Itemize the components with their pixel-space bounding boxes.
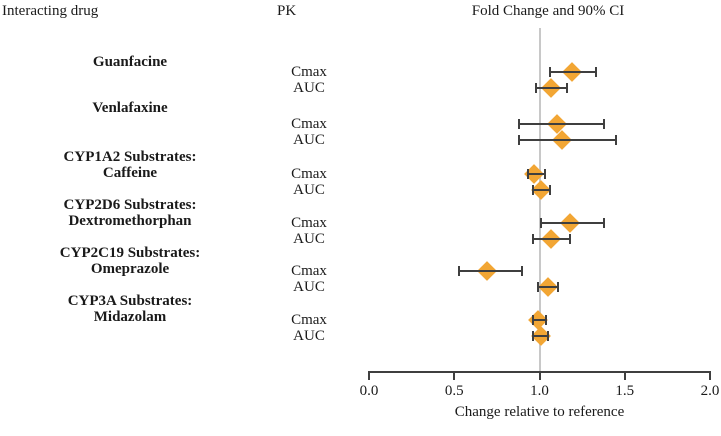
ci-cap-low [536, 282, 539, 292]
ci-cap-low [531, 331, 534, 341]
ci-bar [527, 173, 545, 175]
column-header-pk: PK [277, 3, 297, 19]
ci-cap-high [603, 119, 606, 129]
drug-label: Venlafaxine [92, 100, 168, 116]
x-axis-title: Change relative to reference [454, 404, 625, 420]
ci-cap-low [458, 266, 461, 276]
ci-bar [532, 238, 571, 240]
drug-label: CYP3A Substrates: [67, 293, 193, 309]
ci-cap-high [545, 315, 548, 325]
drug-label: Caffeine [102, 165, 158, 181]
column-header-interacting-drug: Interacting drug [2, 3, 99, 19]
ci-cap-low [518, 119, 521, 129]
pk-label: AUC [293, 182, 325, 198]
drug-label: Guanfacine [92, 54, 168, 70]
ci-cap-high [615, 135, 618, 145]
ci-bar [532, 189, 550, 191]
pk-label: Cmax [291, 166, 327, 182]
pk-label: AUC [293, 279, 325, 295]
ci-bar [532, 319, 547, 321]
ci-cap-high [548, 185, 551, 195]
x-axis-tick-label: 0.0 [359, 383, 379, 399]
ci-cap-low [531, 185, 534, 195]
pk-label: Cmax [291, 263, 327, 279]
ci-cap-high [521, 266, 524, 276]
x-axis-tick [538, 371, 541, 380]
ci-cap-low [531, 234, 534, 244]
pk-label: AUC [293, 231, 325, 247]
drug-label: Dextromethorphan [68, 213, 192, 229]
ci-cap-low [526, 169, 529, 179]
column-header-fold-change: Fold Change and 90% CI [471, 3, 625, 19]
ci-cap-high [594, 67, 597, 77]
drug-label: CYP1A2 Substrates: [63, 149, 197, 165]
ci-bar [532, 335, 549, 337]
drug-label: Midazolam [93, 309, 167, 325]
ci-cap-low [531, 315, 534, 325]
drug-label: CYP2C19 Substrates: [59, 245, 201, 261]
pk-label: AUC [293, 80, 325, 96]
pk-label: AUC [293, 132, 325, 148]
ci-cap-high [543, 169, 546, 179]
ci-bar [541, 222, 605, 224]
ci-bar [459, 270, 523, 272]
pk-label: Cmax [291, 64, 327, 80]
x-axis-tick [623, 371, 626, 380]
ci-cap-low [535, 83, 538, 93]
ci-cap-high [557, 282, 560, 292]
pk-label: Cmax [291, 215, 327, 231]
ci-cap-low [548, 67, 551, 77]
reference-line [538, 28, 541, 373]
ci-bar [519, 139, 617, 141]
x-axis-tick [368, 371, 370, 380]
ci-bar [519, 123, 605, 125]
ci-cap-high [547, 331, 550, 341]
x-axis-tick-label: 1.0 [530, 383, 549, 399]
drug-label: Omeprazole [90, 261, 170, 277]
x-axis-tick [453, 371, 456, 380]
ci-bar [549, 71, 596, 73]
ci-cap-high [603, 218, 606, 228]
pk-label: Cmax [291, 312, 327, 328]
ci-cap-low [518, 135, 521, 145]
drug-label: CYP2D6 Substrates: [63, 197, 197, 213]
ci-cap-low [540, 218, 543, 228]
pk-label: AUC [293, 328, 325, 344]
ci-cap-high [565, 83, 568, 93]
ci-cap-high [569, 234, 572, 244]
x-axis-tick [709, 371, 711, 380]
pk-label: Cmax [291, 116, 327, 132]
x-axis-tick-label: 1.5 [615, 383, 635, 399]
ci-bar [537, 286, 559, 288]
x-axis-tick-label: 2.0 [700, 383, 720, 399]
x-axis-tick-label: 0.5 [444, 383, 464, 399]
ci-bar [536, 87, 567, 89]
